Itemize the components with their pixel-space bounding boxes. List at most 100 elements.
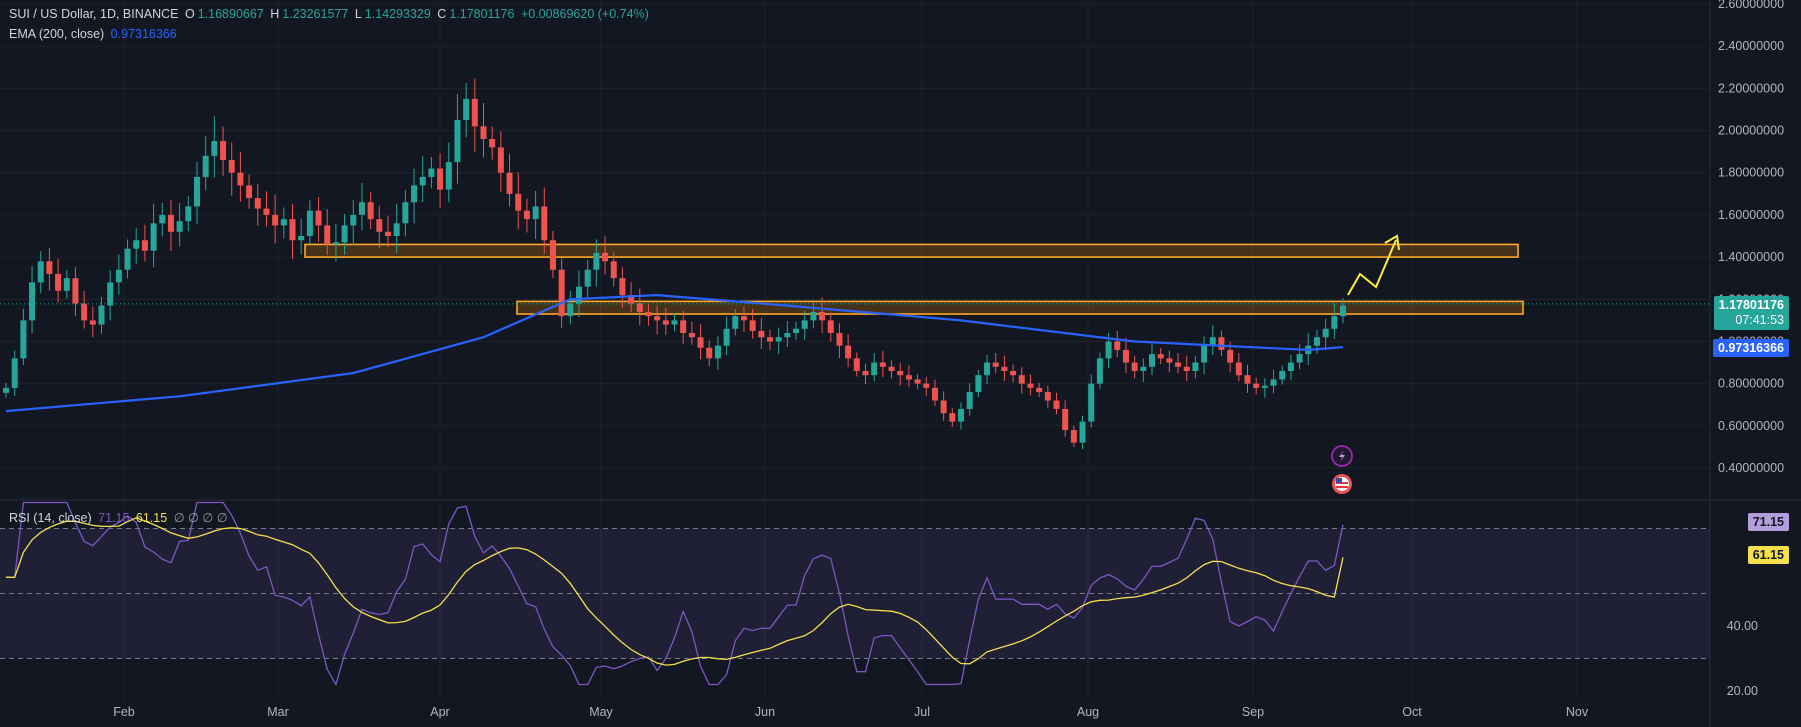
candle-body xyxy=(576,286,582,304)
bar-countdown: 07:41:53 xyxy=(1735,313,1784,327)
candle-body xyxy=(20,320,27,359)
candle-body xyxy=(871,362,878,376)
candle-body xyxy=(176,221,183,232)
candle-body xyxy=(767,337,773,342)
symbol-title: SUI / US Dollar, 1D, BINANCE xyxy=(9,7,179,21)
candle-body xyxy=(1105,341,1112,359)
candle-body xyxy=(636,303,643,312)
y-tick-label: 2.40000000 xyxy=(1718,39,1784,53)
candle-body xyxy=(159,214,166,224)
candle-body xyxy=(628,295,635,304)
candle-body xyxy=(107,282,114,306)
ema-label: EMA (200, close) xyxy=(9,27,105,41)
rsi-legend[interactable]: RSI (14, close) 71.15 61.15 ∅ ∅ ∅ ∅ xyxy=(9,510,231,525)
event-icons[interactable] xyxy=(1331,445,1353,494)
candle-body xyxy=(81,303,88,321)
rsi-label: RSI (14, close) xyxy=(9,511,92,525)
candle-body xyxy=(254,198,261,209)
axes: Feb Mar Apr May Jun Jul Aug Sep Oct Nov 2.60000000… xyxy=(113,0,1784,719)
x-tick-label: Feb xyxy=(113,705,135,719)
candle-body xyxy=(211,141,218,156)
y-tick-label: 2.00000000 xyxy=(1718,124,1784,138)
candle-body xyxy=(202,155,209,177)
candle-body xyxy=(645,311,652,317)
candle-body xyxy=(306,210,313,236)
x-tick-label: Sep xyxy=(1242,705,1264,719)
ema-value: 0.97316366 xyxy=(110,27,177,41)
close-value: 1.17801176 xyxy=(449,7,515,21)
candle-body xyxy=(1261,385,1268,388)
candle-body xyxy=(437,168,444,190)
candle-body xyxy=(740,316,747,321)
ema-200-line xyxy=(5,293,1344,413)
candle-body xyxy=(1253,383,1260,388)
candle-body xyxy=(1175,362,1182,367)
candle-body xyxy=(1331,316,1338,329)
rsi-na-values: ∅ ∅ ∅ ∅ xyxy=(173,511,228,525)
candle-body xyxy=(72,278,79,304)
candle-body xyxy=(124,248,131,270)
candle-body xyxy=(515,193,522,211)
candle-body xyxy=(1088,383,1095,422)
candle-body xyxy=(602,252,609,262)
y-tick-label: 0.60000000 xyxy=(1718,419,1784,433)
candlestick-series xyxy=(0,78,1710,450)
candle-body xyxy=(1244,375,1251,384)
rsi-ma-tag: 61.15 xyxy=(1747,546,1789,564)
candle-body xyxy=(1166,358,1173,363)
candle-body xyxy=(63,278,70,291)
candle-body xyxy=(1279,370,1286,380)
candle-body xyxy=(610,261,617,279)
candle-body xyxy=(958,408,964,422)
rsi-ma-line xyxy=(6,517,1344,666)
candle-body xyxy=(1053,400,1060,409)
x-tick-label: Jun xyxy=(755,705,775,719)
lightning-icon[interactable] xyxy=(1331,445,1353,467)
candle-body xyxy=(549,240,556,270)
candle-body xyxy=(1001,366,1008,371)
candle-body xyxy=(558,269,565,317)
x-tick-label: Mar xyxy=(267,705,289,719)
candle-body xyxy=(914,379,921,384)
candle-body xyxy=(992,362,999,367)
candle-body xyxy=(98,305,105,325)
candle-body xyxy=(1296,354,1303,363)
x-tick-label: Jul xyxy=(914,705,930,719)
y-tick-label: 0.40000000 xyxy=(1718,461,1784,475)
candle-body xyxy=(1287,362,1294,371)
y-tick-label: 2.60000000 xyxy=(1718,0,1784,11)
candle-body xyxy=(55,273,62,291)
candle-body xyxy=(1010,370,1017,376)
candle-body xyxy=(1340,305,1346,317)
candle-body xyxy=(749,320,756,331)
candle-body xyxy=(1313,337,1320,346)
candle-body xyxy=(402,202,409,224)
candle-body xyxy=(393,223,400,236)
candle-body xyxy=(367,202,374,220)
candle-body xyxy=(845,345,852,359)
rsi-line xyxy=(6,501,1344,687)
rsi-tag-value: 71.15 xyxy=(1752,515,1784,529)
candle-body xyxy=(1201,345,1208,363)
candle-body xyxy=(315,210,322,226)
ema-legend[interactable]: EMA (200, close) 0.97316366 xyxy=(9,27,180,41)
candle-body xyxy=(1036,387,1043,393)
candle-body xyxy=(115,269,122,283)
candle-body xyxy=(358,202,365,215)
rsi-value: 71.15 xyxy=(98,511,130,525)
candle-body xyxy=(567,303,574,317)
candle-body xyxy=(497,147,504,173)
candle-body xyxy=(732,316,739,329)
candle-body xyxy=(428,168,435,177)
y-tick-label: 1.80000000 xyxy=(1718,166,1784,180)
us-flag-icon[interactable] xyxy=(1332,474,1352,494)
candle-body xyxy=(1149,354,1155,367)
projection-arrow[interactable] xyxy=(1347,234,1400,296)
candle-body xyxy=(801,320,808,329)
candle-body xyxy=(141,240,148,251)
candle-body xyxy=(411,185,418,203)
candle-body xyxy=(445,162,452,190)
candle-body xyxy=(471,98,478,127)
x-tick-label: May xyxy=(589,705,613,719)
